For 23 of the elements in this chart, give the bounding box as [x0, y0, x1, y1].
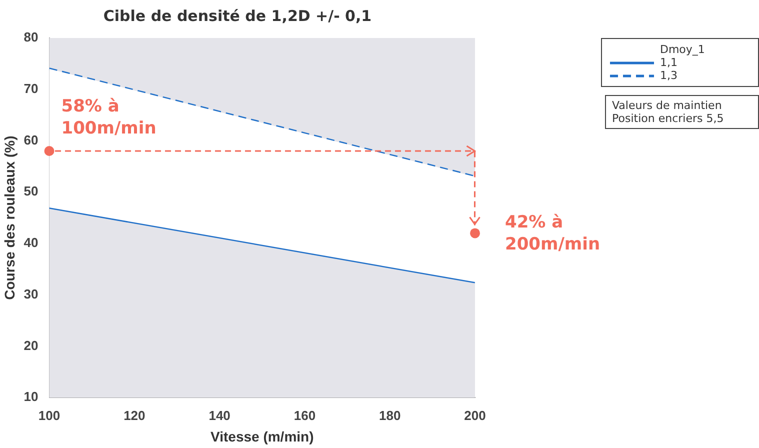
y-axis-title: Course des rouleaux (%) [1, 136, 18, 300]
x-tick-label: 140 [208, 408, 230, 423]
x-tick-label: 100 [38, 408, 60, 423]
y-tick-label: 60 [24, 132, 38, 148]
annotation: 42% à 200m/min [505, 212, 600, 255]
y-tick-label: 80 [24, 30, 38, 45]
chart-title: Cible de densité de 1,2D +/- 0,1 [103, 6, 372, 25]
annotation: 58% à 100m/min [61, 96, 156, 138]
x-tick-label: 120 [124, 408, 146, 423]
y-tick-label: 40 [24, 235, 38, 250]
y-tick-label: 10 [24, 389, 38, 404]
y-tick-label: 50 [24, 184, 38, 199]
legend-label: 1,3 [660, 69, 678, 82]
y-tick-label: 70 [24, 80, 38, 96]
legend-title: Dmoy_1 [659, 43, 706, 56]
y-tick-label: 20 [24, 338, 38, 353]
x-tick-label: 160 [294, 408, 316, 423]
x-tick-label: 180 [379, 408, 401, 423]
x-tick-label: 200 [464, 408, 486, 423]
text: Valeurs de maintien Position encriers 5,5 [605, 95, 759, 129]
y-tick-label: 30 [24, 286, 38, 302]
legend-label: 1,1 [660, 56, 678, 69]
x-axis-title: Vitesse (m/min) [210, 428, 314, 444]
